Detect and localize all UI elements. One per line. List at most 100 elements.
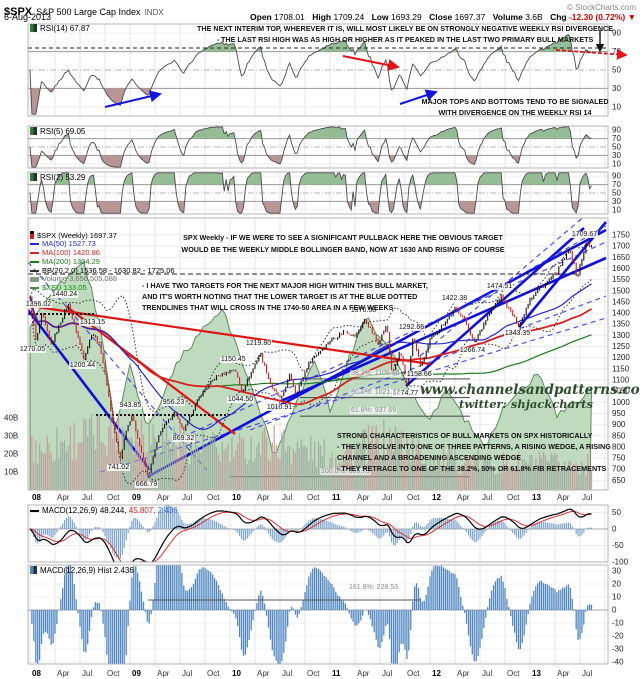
watermark-twitter: twitter: shjackcharts (459, 397, 593, 411)
legend-ma100-row: MA(100) 1420.86 (30, 248, 175, 258)
indicator-icon (30, 24, 37, 32)
tick-label: 12 (432, 669, 441, 678)
swing-price-label: 1313.15 (78, 319, 107, 327)
tick-label: Jul (282, 669, 292, 678)
high-value: 1709.24 (333, 11, 365, 22)
swing-price-label: 1150.45 (219, 355, 247, 363)
blue-trendline (280, 256, 607, 403)
chart-header: $SPX S&P 500 Large Cap Index INDX (4, 2, 164, 20)
chg-label: Chg (550, 11, 567, 22)
hist-label: MACD(12,26,9) Hist 2.436 (40, 566, 134, 575)
tick-label: 09 (132, 493, 141, 502)
rsi2-label: RSI(2) 53.29 (40, 173, 86, 182)
price-pullback-annotation: SPX Weekly - IF WE WERE TO SEE A SIGNIFI… (148, 232, 538, 256)
rsi5-label: RSI(5) 69.05 (40, 127, 86, 136)
panel-border (27, 23, 609, 117)
tick-label: Apr (257, 669, 270, 678)
annotation-line: WOULD BE THE WEEKLY MIDDLE BOLLINGER BAN… (181, 245, 505, 254)
panel-border (27, 171, 609, 215)
open-label: Open (250, 11, 272, 22)
tick-label: 1550 (612, 275, 630, 284)
tick-label: Oct (207, 493, 220, 502)
tick-label: Jul (182, 669, 192, 678)
tick-label: 1650 (612, 253, 630, 262)
tick-label: 10B (4, 468, 18, 477)
macd-line-swatch (30, 509, 39, 512)
swing-price-label: 1422.38 (440, 295, 469, 303)
tick-label: 1500 (612, 286, 630, 295)
close-label: Close (429, 11, 453, 22)
tick-label: 1300 (612, 331, 630, 340)
macd-legend: MACD(12,26,9) 48.244, 45.807, 2.436 (30, 506, 178, 515)
panel-border (27, 125, 609, 169)
hist-fib-label: 161.8%: 228.53 (348, 584, 400, 591)
tick-label: 850 (612, 431, 626, 440)
tick-label: 1400 (612, 309, 630, 318)
xeu-swatch (30, 287, 39, 290)
tick-label: Apr (557, 669, 570, 678)
watermark-url: www.channelsandpatterns.com (420, 382, 640, 398)
tick-label: Oct (407, 493, 420, 502)
tick-label: Apr (57, 493, 70, 502)
tick-label: Jul (82, 493, 92, 502)
tick-label: 0 (612, 525, 617, 534)
rsi5-label-row: RSI(5) 69.05 (30, 127, 85, 136)
tick-label: 10 (612, 205, 621, 214)
legend-symbol-row: $SPX (Weekly) 1697.37 (30, 231, 175, 240)
close-value: 1697.37 (454, 11, 486, 22)
tick-label: Apr (457, 493, 470, 502)
rsi2-series (29, 172, 592, 214)
tick-label: 1450 (612, 297, 630, 306)
volume-bars (31, 414, 593, 490)
tick-label: 50 (612, 189, 621, 198)
tick-label: 30 (612, 197, 621, 206)
high-label: High (312, 11, 332, 22)
price-candles (31, 242, 593, 475)
tick-label: Jul (382, 493, 392, 502)
blue-divergence-arrow (399, 89, 438, 105)
annotation-line: - THEY RESOLVE INTO ONE OF THREE PATTERN… (337, 442, 611, 451)
annotation-line: CHANNEL AND A BROADENING ASCENDING WEDGE (337, 453, 522, 462)
tick-label: -100 (612, 557, 629, 566)
macd-hist-series (31, 565, 593, 664)
tick-label: Oct (507, 669, 520, 678)
tick-label: Apr (57, 669, 70, 678)
swing-price-label: 1440.24 (50, 291, 79, 299)
tick-label: 20 (612, 580, 621, 589)
blue-dashed-trendline (455, 225, 607, 313)
legend-volume-row: Volume 3,656,505,088 (30, 275, 175, 284)
price-legend: $SPX (Weekly) 1697.37 MA(50) 1527.73 MA(… (30, 231, 175, 293)
tick-label: Oct (307, 669, 320, 678)
tick-label: 1050 (612, 387, 630, 396)
tick-label: 750 (612, 454, 626, 463)
annotation-line: TRENDLINES THAT WILL CROSS IN THE 1740-5… (142, 303, 394, 312)
rsi14-label: RSI(14) 67.87 (40, 24, 90, 33)
chg-value: -12.30 (0.72%) (568, 11, 626, 22)
fib-level-label: 61.8%: 937.69 (350, 407, 398, 415)
macd-signal-line (29, 510, 592, 562)
chg-down-icon[interactable]: ▼ (627, 11, 636, 22)
annotation-line: THE NEXT INTERIM TOP, WHEREVER IT IS, WI… (197, 24, 613, 33)
tick-label: Apr (457, 669, 470, 678)
red-divergence-arrow (342, 55, 400, 71)
tick-label: 1150 (612, 364, 630, 373)
tick-label: 1750 (612, 231, 630, 240)
annotation-line: - THE LAST RSI HIGH WAS AS HIGH OR HIGHE… (216, 35, 594, 44)
chart-date: 6-Aug-2013 (4, 12, 52, 22)
tick-label: 11 (332, 669, 341, 678)
tick-label: 1350 (612, 320, 630, 329)
tick-label: Oct (207, 669, 220, 678)
bb-lower (29, 279, 592, 485)
tick-label: 90 (612, 126, 621, 135)
symbol-name: S&P 500 Large Cap Index (36, 7, 141, 17)
red-trendline (65, 305, 236, 435)
swing-price-label: 869.32 (171, 435, 196, 443)
tick-label: -40 (612, 658, 624, 667)
tick-label: Apr (157, 493, 170, 502)
ma50-line (29, 283, 592, 431)
ma200-swatch (30, 260, 39, 263)
tick-label: -30 (612, 645, 624, 654)
tick-label: Jul (482, 669, 492, 678)
swing-price-label: 1074.77 (391, 389, 420, 397)
